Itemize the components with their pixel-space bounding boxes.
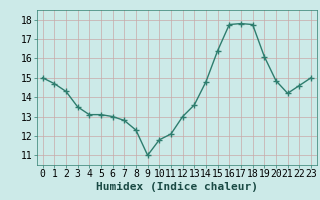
X-axis label: Humidex (Indice chaleur): Humidex (Indice chaleur) [96, 182, 258, 192]
